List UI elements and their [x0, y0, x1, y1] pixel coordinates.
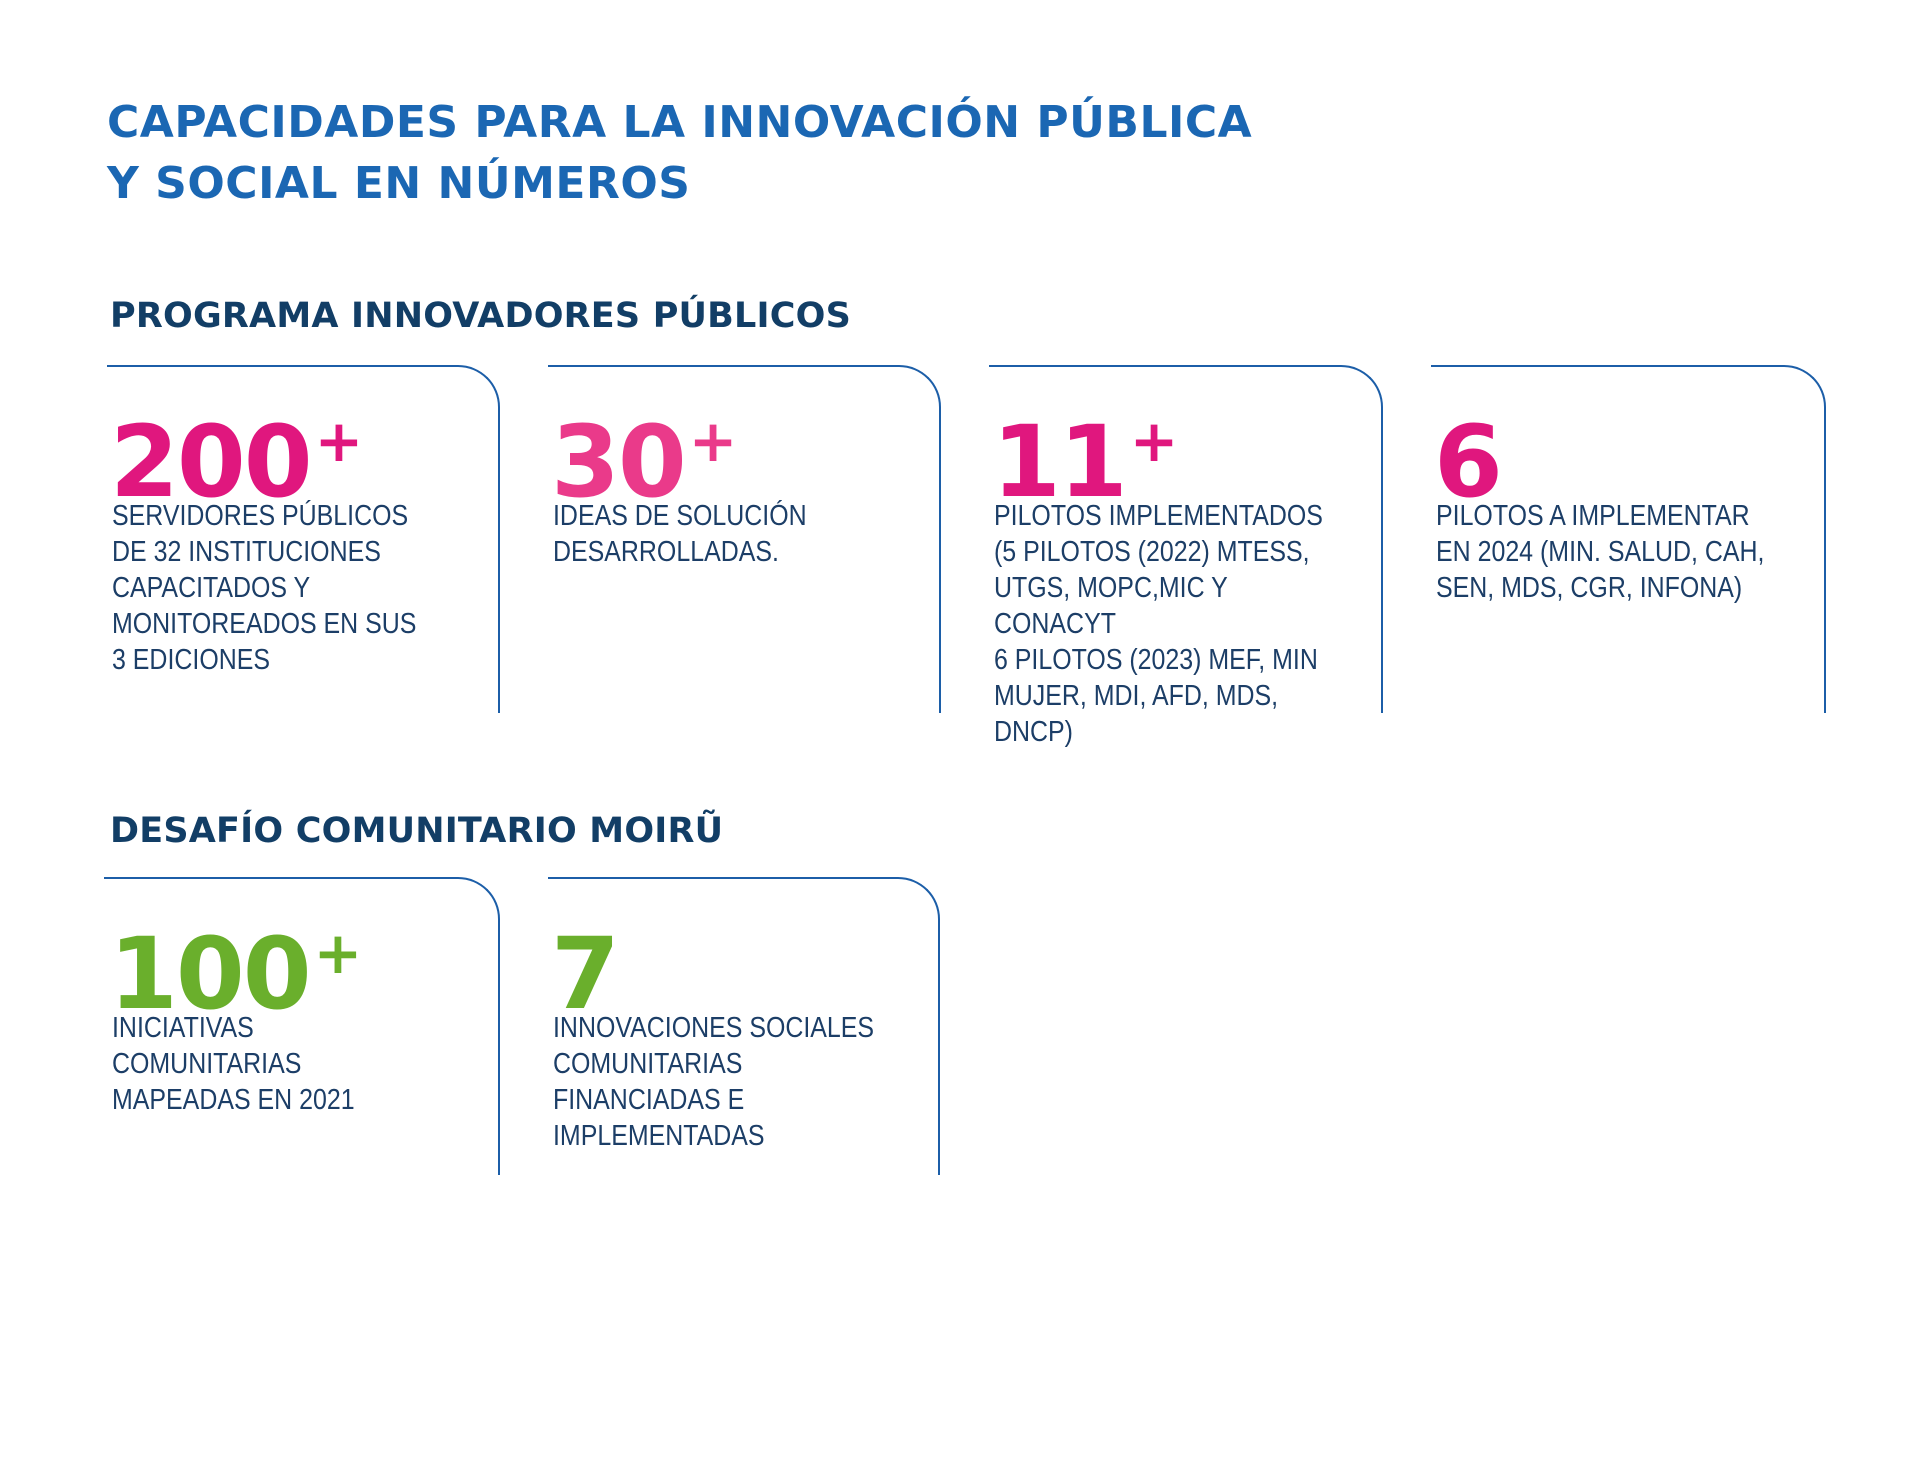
stat-card-servidores: 200+ SERVIDORES PÚBLICOS DE 32 INSTITUCI…: [107, 365, 500, 713]
stat-value: 6: [1434, 405, 1503, 520]
stat-value: 100: [109, 917, 312, 1032]
stat-card-iniciativas: 100+ INICIATIVAS COMUNITARIAS MAPEADAS E…: [104, 877, 500, 1175]
section-heading-innovadores: PROGRAMA INNOVADORES PÚBLICOS: [110, 296, 852, 336]
stat-card-pilotos-a-implementar: 6 PILOTOS A IMPLEMENTAR EN 2024 (MIN. SA…: [1431, 365, 1826, 713]
stat-description: SERVIDORES PÚBLICOS DE 32 INSTITUCIONES …: [112, 500, 417, 676]
stat-number: 100+: [109, 898, 363, 1032]
plus-sign: +: [313, 919, 363, 987]
plus-sign: +: [314, 407, 364, 475]
stat-number: 30+: [551, 386, 738, 520]
stat-description: INICIATIVAS COMUNITARIAS MAPEADAS EN 202…: [112, 1012, 355, 1116]
stat-description: PILOTOS IMPLEMENTADOS (5 PILOTOS (2022) …: [994, 500, 1323, 748]
stat-value: 7: [551, 917, 620, 1032]
stat-description: INNOVACIONES SOCIALES COMUNITARIAS FINAN…: [553, 1012, 875, 1152]
page-title: CAPACIDADES PARA LA INNOVACIÓN PÚBLICA Y…: [107, 92, 1507, 214]
stat-description: PILOTOS A IMPLEMENTAR EN 2024 (MIN. SALU…: [1436, 500, 1765, 604]
stat-number: 6: [1434, 386, 1505, 518]
stat-number: 7: [551, 898, 622, 1030]
stat-card-innovaciones: 7 INNOVACIONES SOCIALES COMUNITARIAS FIN…: [548, 877, 940, 1175]
stat-value: 200: [110, 405, 313, 520]
plus-sign: +: [1129, 407, 1179, 475]
stat-number: 11+: [992, 386, 1179, 520]
plus-sign: +: [688, 407, 738, 475]
stat-card-pilotos-implementados: 11+ PILOTOS IMPLEMENTADOS (5 PILOTOS (20…: [989, 365, 1383, 748]
stat-number: 200+: [110, 386, 364, 520]
stat-description: IDEAS DE SOLUCIÓN DESARROLLADAS.: [553, 500, 807, 568]
stat-value: 11: [992, 405, 1128, 520]
page-title-line-1: CAPACIDADES PARA LA INNOVACIÓN PÚBLICA: [107, 97, 1253, 148]
stat-value: 30: [551, 405, 687, 520]
section-heading-moiru: DESAFÍO COMUNITARIO MOIRŨ: [110, 811, 724, 851]
stat-card-ideas: 30+ IDEAS DE SOLUCIÓN DESARROLLADAS.: [548, 365, 941, 713]
page-title-line-2: Y SOCIAL EN NÚMEROS: [107, 158, 691, 209]
